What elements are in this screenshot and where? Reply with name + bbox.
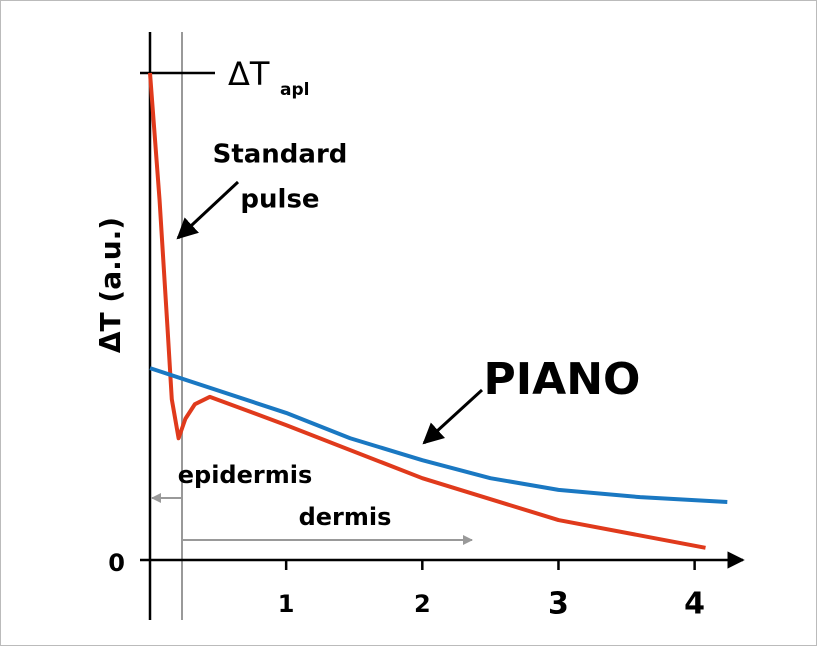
annotation: pulse: [240, 185, 319, 215]
x-tick-label: 3: [548, 587, 569, 622]
annotation: apl: [280, 80, 309, 100]
annotation: ΔT: [228, 55, 270, 93]
x-tick-label: 1: [278, 590, 295, 618]
x-tick-label: 4: [684, 587, 705, 622]
annotation: Standard: [213, 140, 348, 170]
annotation: epidermis: [178, 461, 313, 489]
x-tick-label: 2: [414, 590, 431, 618]
y-tick-label: 0: [108, 549, 125, 577]
legend-label: PIANO: [484, 354, 641, 405]
data-line: [149, 366, 728, 505]
data-line: [148, 72, 706, 550]
y-axis-label: ΔT (a.u.): [94, 217, 127, 353]
arrow: [422, 388, 484, 445]
arrow: [176, 180, 240, 240]
annotation: dermis: [299, 503, 392, 531]
